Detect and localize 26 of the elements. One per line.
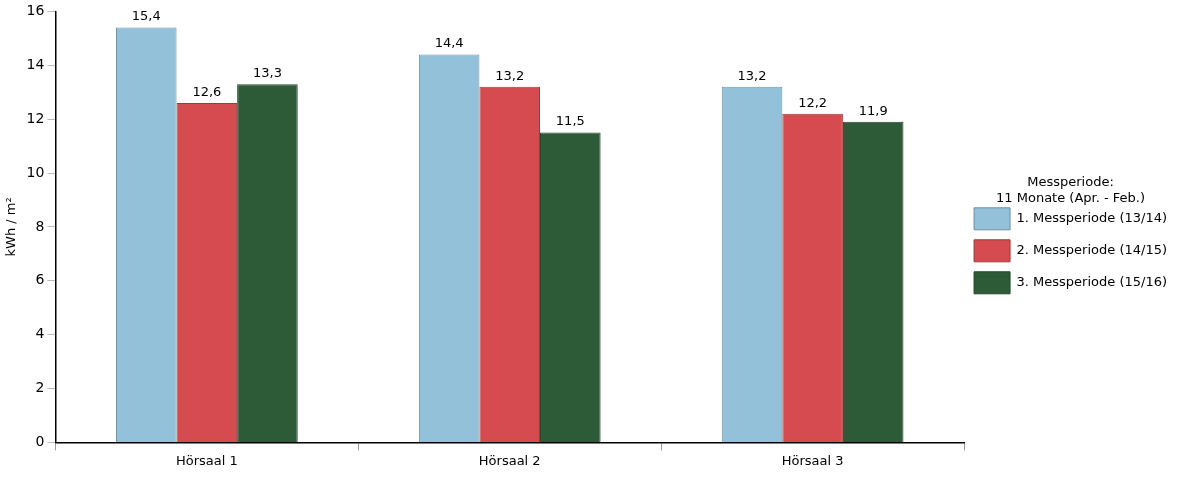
y-tick-label: 10 (26, 163, 45, 180)
y-tick-label: 2 (35, 379, 45, 396)
y-tick-label: 14 (26, 55, 45, 72)
legend-label: 1. Messperiode (13/14) (1016, 210, 1168, 226)
y-tick-label: 12 (26, 109, 45, 126)
y-tick-label: 4 (35, 325, 45, 342)
data-label: 11,9 (858, 102, 888, 118)
y-axis-title: kWh / m² (3, 197, 19, 257)
data-label: 12,6 (192, 83, 222, 99)
x-tick-label: Hörsaal 1 (175, 452, 238, 468)
legend-title: Messperiode: 11 Monate (Apr. - Feb.) (996, 174, 1146, 205)
data-label: 11,5 (555, 113, 585, 129)
data-label: 13,3 (252, 65, 282, 81)
legend-label: 3. Messperiode (15/16) (1016, 274, 1168, 290)
x-tick-label: Hörsaal 3 (781, 452, 844, 468)
y-tick-label: 16 (26, 2, 45, 19)
legend-label: 2. Messperiode (14/15) (1016, 242, 1168, 258)
data-label: 13,2 (495, 67, 525, 83)
x-tick-label: Hörsaal 2 (478, 452, 541, 468)
y-tick-label: 0 (35, 433, 45, 450)
data-label: 13,2 (737, 67, 767, 83)
data-label: 12,2 (798, 94, 828, 110)
data-label: 14,4 (434, 35, 464, 51)
data-label: 15,4 (131, 8, 161, 24)
y-tick-label: 6 (35, 271, 45, 288)
y-tick-label: 8 (35, 217, 45, 234)
